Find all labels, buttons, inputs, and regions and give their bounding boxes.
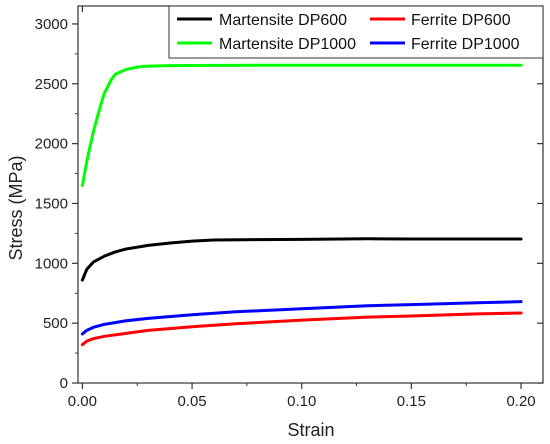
y-tick-label: 3000	[35, 16, 68, 33]
y-tick-label: 2000	[35, 136, 68, 153]
plot-area	[77, 5, 544, 384]
x-tick-label: 0.20	[506, 393, 535, 410]
plot-frame	[77, 5, 544, 384]
legend-label-ferrite-dp1000: Ferrite DP1000	[411, 36, 520, 53]
x-tick-label: 0.15	[397, 393, 426, 410]
series-line-ferrite-dp1000	[80, 300, 523, 336]
series-layer	[80, 63, 523, 347]
y-tick-label: 2500	[35, 76, 68, 93]
y-tick-label: 500	[43, 315, 68, 332]
y-tick-label: 1500	[35, 195, 68, 212]
series-line-ferrite-dp600	[80, 311, 523, 347]
legend: Martensite DP600 Ferrite DP600 Martensit…	[168, 5, 544, 59]
legend-box	[168, 5, 544, 59]
y-axis-title: Stress (MPa)	[6, 155, 26, 260]
x-axis-title: Strain	[287, 420, 334, 440]
x-tick-label: 0.10	[287, 393, 316, 410]
axes-layer: 0.00 0.05 0.10 0.15 0.20 0 500 1000 1500 2000 2500…	[35, 6, 543, 410]
series-line-martensite-dp600	[80, 237, 523, 282]
x-tick-label: 0.05	[177, 393, 206, 410]
y-tick-label: 1000	[35, 255, 68, 272]
y-tick-label: 0	[60, 375, 68, 392]
legend-label-martensite-dp1000: Martensite DP1000	[219, 36, 356, 53]
legend-label-ferrite-dp600: Ferrite DP600	[411, 12, 511, 29]
series-line-martensite-dp1000	[80, 63, 523, 188]
legend-label-martensite-dp600: Martensite DP600	[219, 12, 347, 29]
x-tick-label: 0.00	[68, 393, 97, 410]
